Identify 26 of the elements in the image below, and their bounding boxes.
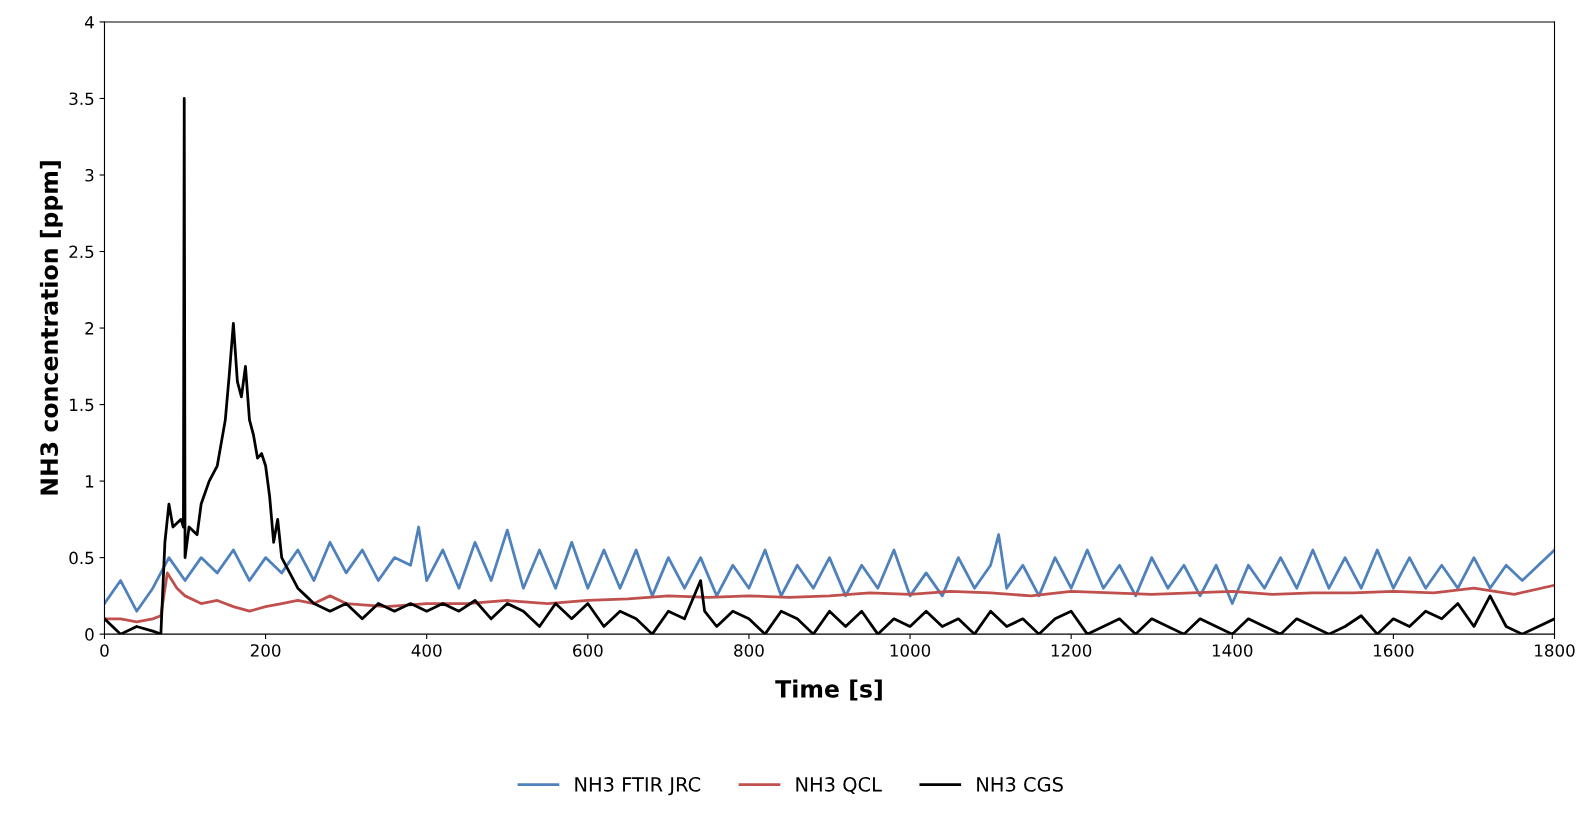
line-series: [104, 525, 1555, 613]
y-tick-label: 3: [85, 168, 94, 182]
x-tick-label: 400: [411, 644, 442, 657]
y-tick-label: 2.5: [69, 245, 94, 259]
y-tick-label: 1: [85, 475, 94, 488]
x-axis-title: Time [s]: [775, 679, 882, 701]
y-tick-label: 2: [85, 322, 94, 335]
x-tick-label: 1000: [890, 644, 931, 657]
legend-label: NH3 QCL: [796, 777, 882, 794]
y-tick-label: 0: [85, 628, 94, 641]
x-tick-label: 600: [573, 644, 603, 657]
x-tick-label: 1200: [1051, 644, 1092, 657]
y-tick-label: 1.5: [70, 398, 94, 412]
x-tick-label: 1400: [1212, 644, 1253, 657]
x-tick-label: 800: [734, 644, 764, 657]
x-tick-label: 200: [250, 644, 281, 657]
y-tick-label: 3.5: [69, 92, 94, 106]
y-axis-title: NH3 concentration [ppm]: [39, 161, 63, 495]
y-tick-label: 4: [84, 16, 94, 29]
x-tick-label: 0: [100, 644, 109, 657]
legend-label: NH3 CGS: [977, 777, 1063, 792]
line-series: [104, 571, 1555, 624]
x-tick-label: 1800: [1535, 644, 1575, 657]
y-tick-label: 0.5: [69, 551, 94, 565]
x-tick-label: 1600: [1374, 644, 1414, 657]
legend-label: NH3 FTIR JRC: [575, 777, 701, 796]
